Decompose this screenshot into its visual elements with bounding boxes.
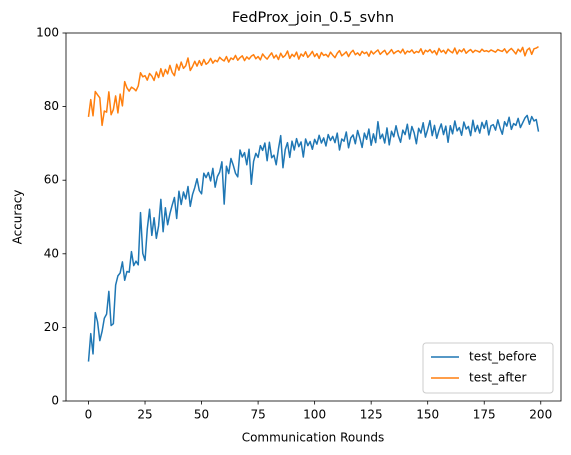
x-tick-label: 150 xyxy=(416,408,439,422)
data-line xyxy=(87,114,540,362)
x-tick-label: 50 xyxy=(194,408,209,422)
x-tick-label: 125 xyxy=(360,408,383,422)
x-tick-label: 75 xyxy=(250,408,265,422)
y-tick-label: 0 xyxy=(51,394,59,408)
x-tick-label: 100 xyxy=(303,408,326,422)
data-line xyxy=(87,45,539,127)
x-tick-label: 200 xyxy=(529,408,552,422)
legend-label: test_before xyxy=(469,350,537,364)
x-axis-label: Communication Rounds xyxy=(242,431,385,445)
y-tick-label: 60 xyxy=(44,173,59,187)
y-tick-label: 20 xyxy=(44,320,59,334)
y-tick-label: 40 xyxy=(44,246,59,260)
legend-label: test_after xyxy=(469,371,527,385)
y-tick-label: 100 xyxy=(36,26,59,40)
legend-box xyxy=(422,342,554,394)
x-tick-label: 175 xyxy=(473,408,496,422)
y-axis-label: Accuracy xyxy=(11,190,25,245)
x-tick-label: 0 xyxy=(85,408,93,422)
y-tick-label: 80 xyxy=(44,99,59,113)
axes-frame xyxy=(65,32,562,402)
x-tick-label: 25 xyxy=(137,408,152,422)
chart-title: FedProx_join_0.5_svhn xyxy=(232,10,394,26)
